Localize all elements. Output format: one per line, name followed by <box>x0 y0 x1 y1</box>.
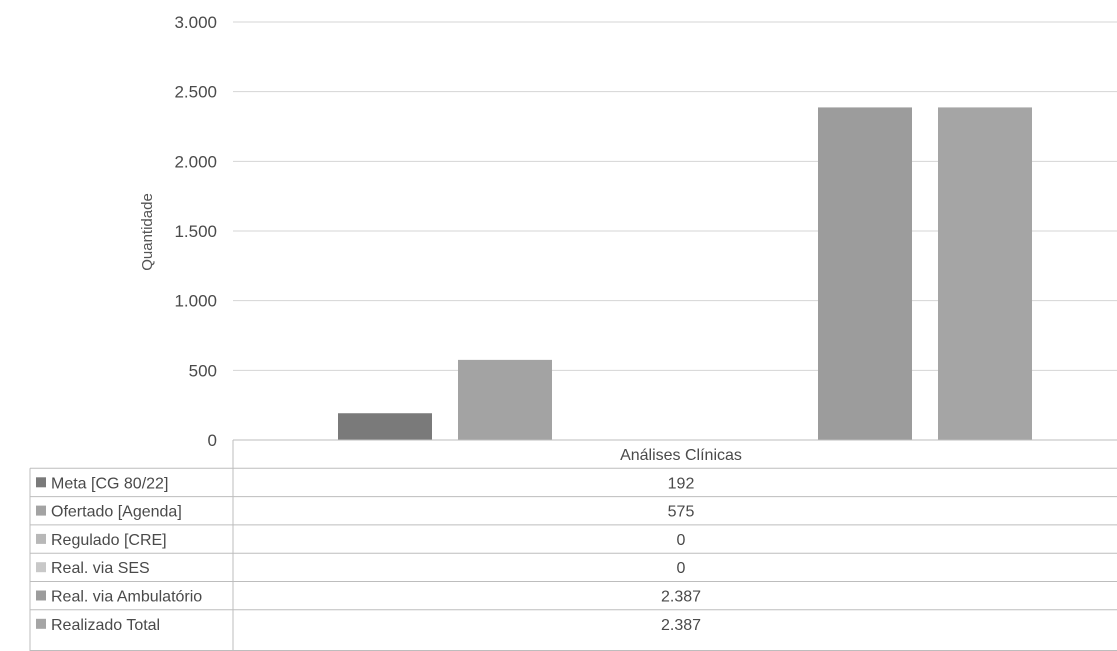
legend-swatch <box>36 590 46 601</box>
data-label: 2.387 <box>661 617 701 634</box>
data-label: 575 <box>668 504 695 521</box>
legend-label: Regulado [CRE] <box>51 532 167 549</box>
legend-label: Realizado Total <box>51 617 160 634</box>
y-tick-label: 1.500 <box>174 222 217 241</box>
y-tick-label: 3.000 <box>174 13 217 32</box>
y-tick-label: 2.500 <box>174 83 217 102</box>
data-table: Análises Clínicas Meta [CG 80/22] 192 Ofert… <box>29 439 1117 651</box>
data-label: 0 <box>677 560 686 577</box>
category-label: Análises Clínicas <box>620 447 742 464</box>
data-label: 192 <box>668 475 695 492</box>
data-label: 0 <box>677 532 686 549</box>
legend-swatch <box>36 533 46 544</box>
gridlines <box>233 21 1117 441</box>
data-label: 2.387 <box>661 589 701 606</box>
bar <box>818 107 912 441</box>
y-axis-ticks: 0 500 1.000 1.500 2.000 2.500 3.000 <box>174 13 217 450</box>
legend-label: Ofertado [Agenda] <box>51 504 182 521</box>
legend-label: Real. via Ambulatório <box>51 589 202 606</box>
bar <box>338 413 432 440</box>
bars <box>338 107 1032 441</box>
y-tick-label: 1.000 <box>174 292 217 311</box>
bar <box>458 359 552 440</box>
legend-swatch <box>36 618 46 629</box>
legend-swatch <box>36 505 46 516</box>
y-tick-label: 0 <box>208 431 217 450</box>
bar <box>938 107 1032 441</box>
y-axis-title: Quantidade <box>139 193 156 271</box>
y-tick-label: 500 <box>189 361 217 380</box>
legend-label: Meta [CG 80/22] <box>51 475 168 492</box>
legend-label: Real. via SES <box>51 560 150 577</box>
legend-swatch <box>36 562 46 573</box>
y-tick-label: 2.000 <box>174 152 217 171</box>
legend-swatch <box>36 477 46 488</box>
